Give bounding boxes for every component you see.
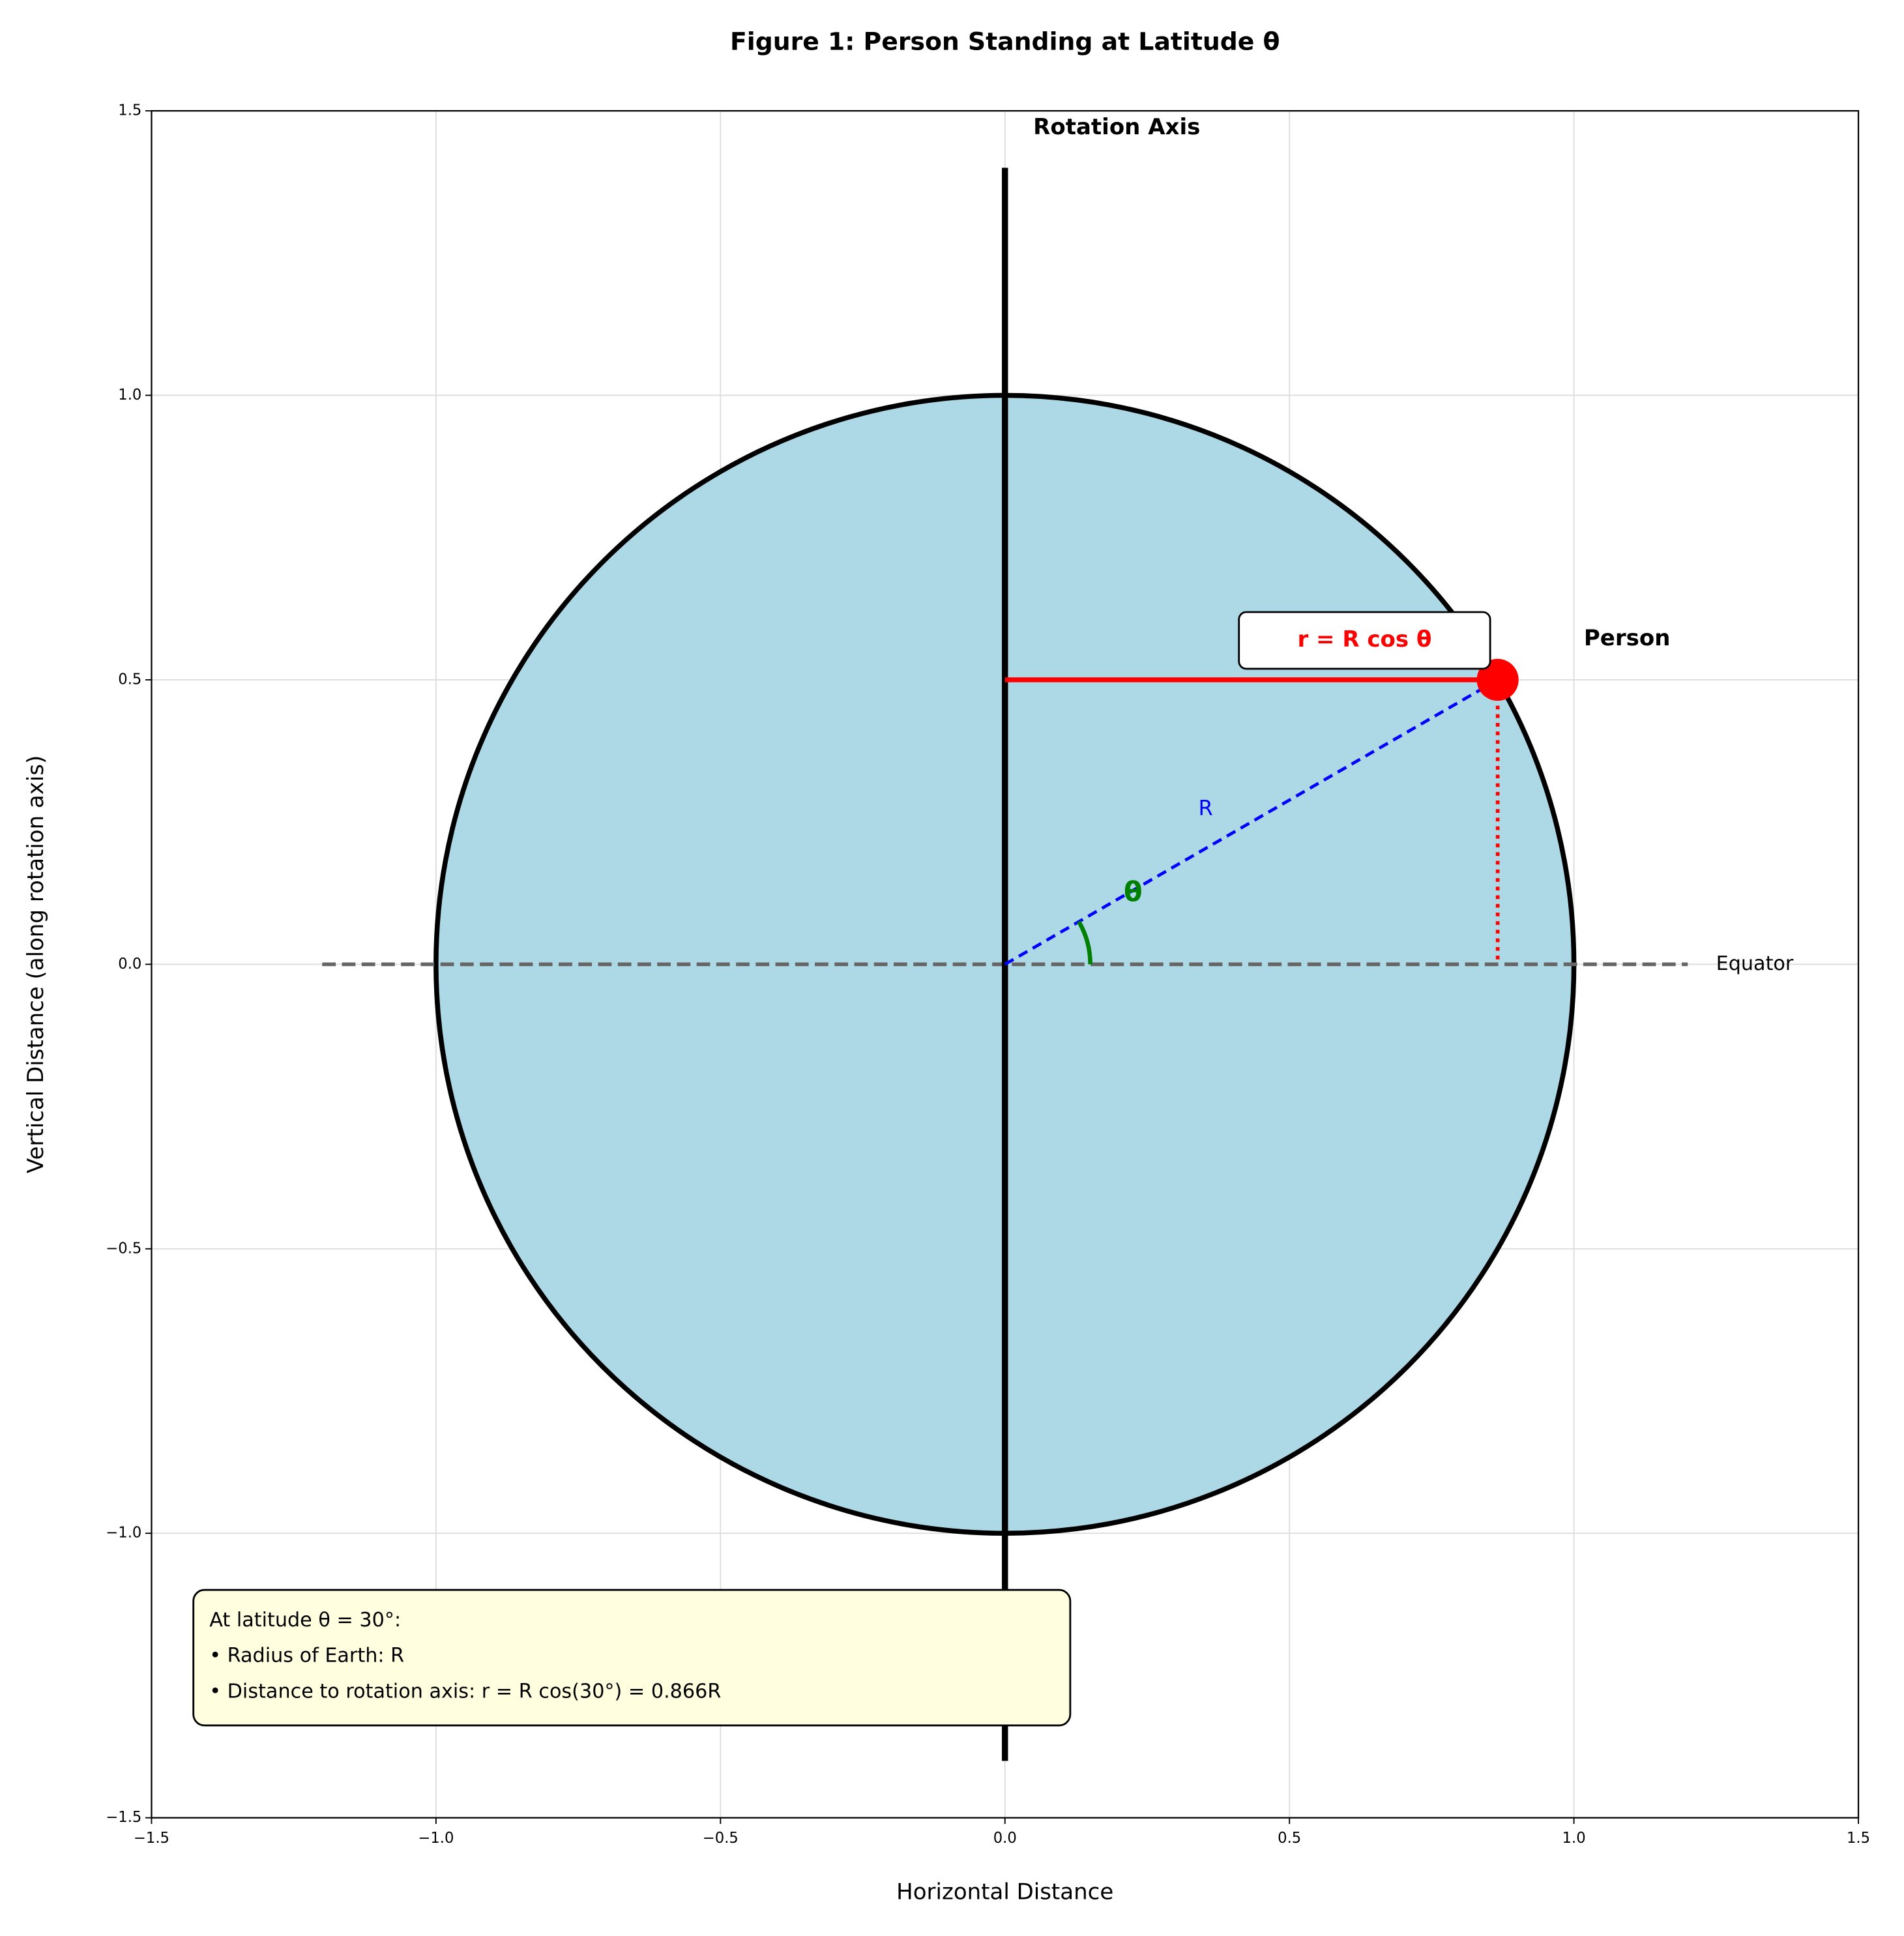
person-label: Person: [1584, 625, 1671, 651]
person-point: [1476, 658, 1519, 701]
radius-line: [1004, 678, 1499, 966]
y-tick-label: −0.5: [106, 1240, 141, 1257]
equator-label: Equator: [1716, 952, 1794, 975]
distance-label: r = R cos θ: [1297, 626, 1431, 653]
y-tick-label: 1.5: [118, 102, 141, 119]
distance-label-box: [1238, 611, 1491, 670]
info-line: • Radius of Earth: R: [209, 1645, 404, 1667]
y-tick-label: 0.5: [118, 671, 141, 688]
y-tick-label: −1.5: [106, 1809, 141, 1826]
x-tick-label: −1.5: [134, 1830, 169, 1847]
info-box: [192, 1589, 1072, 1727]
rotation-axis-label: Rotation Axis: [1033, 114, 1200, 140]
y-axis-label: Vertical Distance (along rotation axis): [23, 755, 49, 1173]
info-line: At latitude θ = 30°:: [209, 1609, 401, 1632]
y-tick-label: −1.0: [106, 1525, 141, 1542]
x-tick-label: 1.0: [1562, 1830, 1586, 1847]
radius-label: R: [1199, 795, 1213, 820]
x-tick-label: 0.0: [993, 1830, 1017, 1847]
plot: Equator Rotation Axis θ R Person r = R cos θ A…: [192, 114, 1794, 1761]
y-tick-label: 0.0: [118, 956, 141, 973]
chart-title: Figure 1: Person Standing at Latitude θ: [730, 27, 1280, 56]
angle-label: θ: [1124, 876, 1143, 908]
x-tick-label: 0.5: [1278, 1830, 1301, 1847]
info-line: • Distance to rotation axis: r = R cos(3…: [209, 1680, 721, 1703]
x-axis-label: Horizontal Distance: [896, 1879, 1113, 1905]
y-tick-label: 1.0: [118, 387, 141, 403]
x-tick-label: −0.5: [703, 1830, 739, 1847]
x-tick-label: 1.5: [1847, 1830, 1870, 1847]
x-tick-label: −1.0: [418, 1830, 454, 1847]
axes-frame: [151, 110, 1860, 1819]
latitude-arc: [1077, 920, 1092, 965]
